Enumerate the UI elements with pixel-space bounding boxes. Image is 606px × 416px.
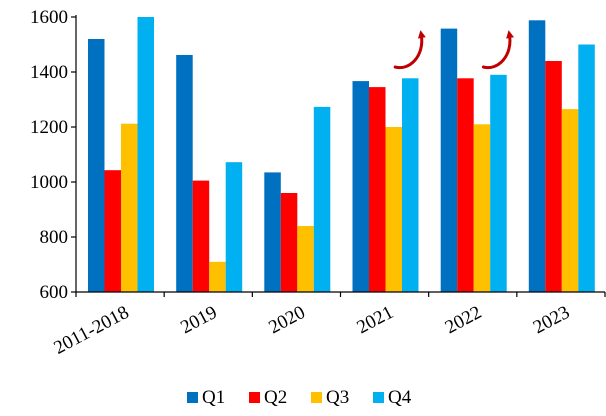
x-tick-label-2021: 2021 <box>354 302 397 338</box>
bar-q2-2019 <box>192 180 210 292</box>
y-tick-label-800: 800 <box>40 227 69 248</box>
bar-q3-2023 <box>561 109 579 292</box>
legend-label-q1: Q1 <box>202 387 225 408</box>
bar-q1-2019 <box>176 55 193 292</box>
legend-label-q3: Q3 <box>326 387 349 408</box>
legend-swatch-q2 <box>249 392 260 403</box>
y-tick-label-1000: 1000 <box>30 172 68 193</box>
bar-q3-2019 <box>209 261 226 293</box>
bar-q2-2021 <box>369 87 386 292</box>
legend-label-q2: Q2 <box>264 387 287 408</box>
axes-layer <box>71 15 606 297</box>
bar-q4-2011-2018 <box>137 17 154 292</box>
bar-q1-2020 <box>264 172 281 292</box>
bar-q2-2023 <box>545 61 562 292</box>
y-tick-label-1200: 1200 <box>30 117 68 138</box>
x-tick-label-2011-2018: 2011-2018 <box>51 302 133 359</box>
x-tick-label-2019: 2019 <box>177 302 220 338</box>
bars-layer <box>88 17 595 293</box>
legend-swatch-q3 <box>311 392 322 403</box>
y-tick-label-1400: 1400 <box>30 62 68 83</box>
bar-q3-2022 <box>473 124 491 293</box>
legend-swatch-q4 <box>373 392 384 403</box>
y-tick-label-1600: 1600 <box>30 7 68 28</box>
bar-q2-2022 <box>457 78 474 292</box>
bar-q4-2021 <box>402 78 419 292</box>
bar-q4-2020 <box>313 106 331 293</box>
annotations-layer <box>393 30 514 70</box>
legend-label-q4: Q4 <box>388 387 412 408</box>
trend-arrow-icon-2021 <box>393 30 426 70</box>
bar-q4-2023 <box>578 44 595 292</box>
bar-q1-2022 <box>440 28 458 292</box>
bar-q2-2020 <box>280 193 298 292</box>
x-tick-label-2023: 2023 <box>530 302 573 338</box>
bar-q3-2021 <box>385 127 402 292</box>
bar-q4-2019 <box>225 162 243 292</box>
x-tick-label-2022: 2022 <box>442 302 485 338</box>
bar-q1-2023 <box>528 20 546 293</box>
y-tick-label-600: 600 <box>40 282 69 303</box>
x-tick-label-2020: 2020 <box>265 302 308 338</box>
trend-arrow-icon-2022 <box>481 30 514 70</box>
bar-q1-2021 <box>352 81 369 292</box>
legend-swatch-q1 <box>187 392 198 403</box>
bar-q1-2011-2018 <box>88 39 105 292</box>
bar-q3-2011-2018 <box>121 123 138 292</box>
bar-q3-2020 <box>297 226 314 292</box>
bar-q2-2011-2018 <box>104 170 121 292</box>
legend: Q1 Q2 Q3 Q4 <box>187 387 412 408</box>
bar-q4-2022 <box>490 74 507 293</box>
